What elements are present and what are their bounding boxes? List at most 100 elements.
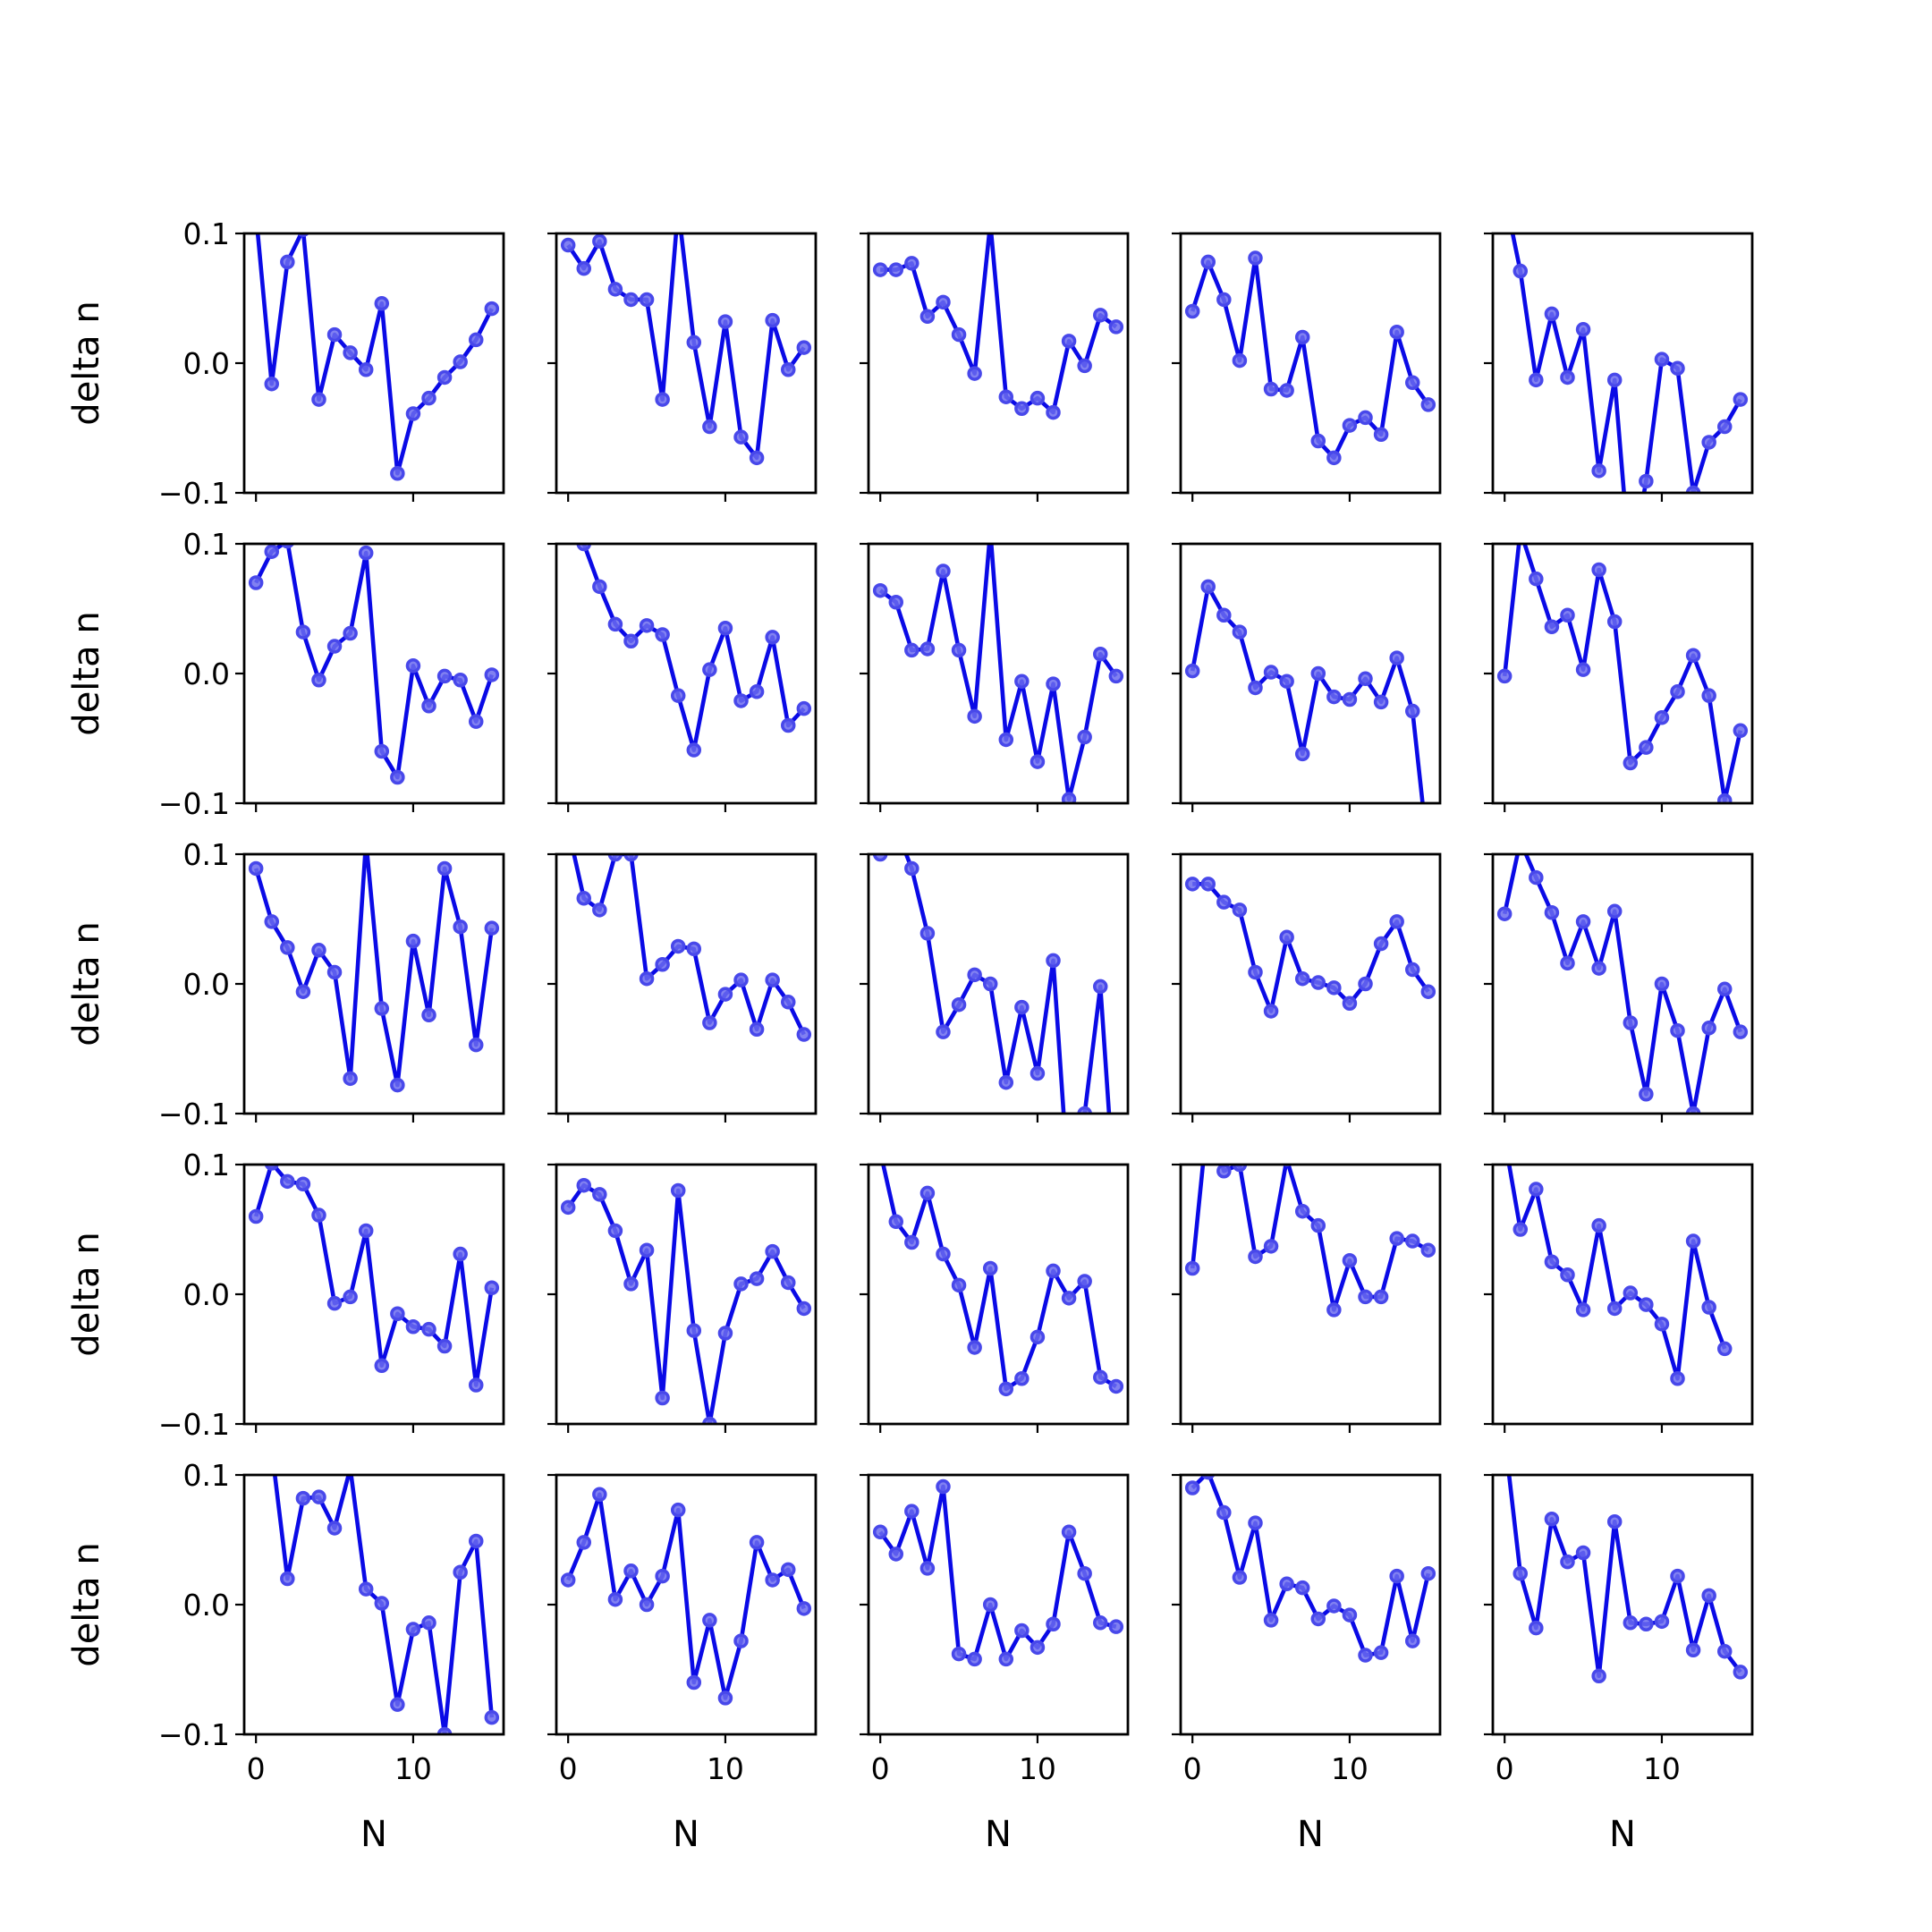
- data-point: [295, 1176, 311, 1191]
- series-line: [581, 544, 806, 752]
- axes-frame: [242, 1473, 505, 1736]
- series-line: [1190, 256, 1430, 461]
- x-axis-label: N: [360, 1814, 387, 1855]
- data-point: [264, 914, 280, 929]
- y-tick-label: −0.1: [158, 786, 230, 821]
- data-point: [888, 1546, 904, 1562]
- data-point: [484, 1709, 500, 1725]
- data-point: [1077, 358, 1092, 374]
- data-point: [1575, 1302, 1591, 1318]
- data-point: [1544, 905, 1560, 920]
- data-point: [733, 693, 749, 708]
- data-point: [1639, 1297, 1654, 1312]
- data-point: [453, 919, 468, 935]
- data-point: [1201, 1475, 1216, 1480]
- data-point: [1654, 352, 1670, 367]
- data-point: [468, 714, 484, 729]
- data-point: [765, 1572, 780, 1588]
- data-point: [765, 630, 780, 645]
- subplot-r2-c5: [1484, 542, 1754, 812]
- data-point: [607, 282, 623, 297]
- y-tick-label: 0.0: [183, 346, 230, 381]
- axes-frame: [555, 1163, 818, 1426]
- data-point: [1248, 680, 1263, 696]
- series-group: [560, 1487, 812, 1706]
- data-point: [936, 1024, 951, 1039]
- data-point: [749, 1021, 765, 1037]
- series-group: [272, 1475, 500, 1734]
- series-line: [253, 1165, 495, 1387]
- data-point: [967, 366, 982, 381]
- data-point: [1513, 263, 1529, 279]
- data-point: [453, 1564, 468, 1580]
- data-point: [702, 1613, 717, 1628]
- data-point: [1184, 663, 1200, 679]
- data-point: [749, 684, 765, 699]
- data-point: [390, 1077, 405, 1093]
- data-point: [1216, 894, 1232, 910]
- data-point: [1496, 668, 1513, 684]
- data-point: [311, 392, 326, 407]
- data-point: [563, 823, 574, 835]
- data-point: [346, 1475, 354, 1476]
- data-point: [390, 1697, 405, 1712]
- data-point: [904, 1504, 919, 1519]
- data-point: [421, 699, 436, 714]
- data-point: [560, 1572, 576, 1588]
- data-point: [576, 544, 592, 552]
- data-point: [919, 1561, 936, 1576]
- data-point: [1063, 1186, 1075, 1198]
- subplot-r3-c2: [547, 823, 818, 1123]
- data-point: [1061, 334, 1077, 349]
- data-point: [576, 1177, 592, 1193]
- data-point: [796, 1601, 812, 1616]
- series-group: [1496, 835, 1749, 1114]
- data-point: [1514, 835, 1526, 847]
- data-point: [872, 262, 888, 277]
- series-group: [563, 823, 812, 1042]
- data-point: [1544, 306, 1560, 322]
- data-point: [1184, 303, 1200, 319]
- series-line: [878, 544, 1118, 801]
- data-point: [436, 1726, 453, 1734]
- subplot-r3-c1: −0.1 0.0 0.1 delta n: [66, 837, 505, 1131]
- data-point: [1373, 427, 1389, 442]
- data-point: [1046, 404, 1061, 420]
- data-point: [1232, 1570, 1248, 1585]
- data-point: [1092, 1369, 1108, 1385]
- data-point: [1685, 1106, 1701, 1114]
- x-tick-label: 0: [247, 1751, 266, 1786]
- data-point: [985, 525, 996, 537]
- data-point: [1685, 648, 1701, 663]
- data-point: [1279, 383, 1294, 398]
- data-point: [686, 742, 702, 758]
- data-point: [1342, 1607, 1358, 1623]
- data-point: [639, 1242, 655, 1258]
- data-point: [655, 957, 670, 972]
- y-axis-label: delta n: [66, 921, 107, 1046]
- data-point: [1670, 1371, 1685, 1386]
- data-point: [1544, 619, 1560, 635]
- data-point: [264, 376, 280, 392]
- data-point: [1624, 565, 1636, 577]
- subplot-r4-c4: [1172, 1163, 1442, 1433]
- data-point: [1389, 1231, 1404, 1246]
- data-point: [1654, 1614, 1670, 1630]
- x-tick-label: 10: [1643, 1751, 1681, 1786]
- data-point: [343, 345, 358, 360]
- data-point: [904, 1234, 919, 1250]
- data-point: [405, 1319, 421, 1335]
- data-point: [374, 743, 390, 759]
- axes-frame: [1491, 852, 1754, 1115]
- data-point: [1654, 976, 1670, 992]
- data-point: [796, 1027, 812, 1042]
- data-point: [1326, 980, 1342, 996]
- data-point: [1092, 308, 1108, 323]
- y-axis-label: delta n: [66, 1232, 107, 1356]
- data-point: [1046, 953, 1061, 969]
- y-axis-label: delta n: [66, 611, 107, 735]
- series-group: [1506, 1165, 1733, 1386]
- data-point: [484, 301, 500, 317]
- data-point: [1232, 902, 1248, 918]
- series-group: [872, 525, 1124, 803]
